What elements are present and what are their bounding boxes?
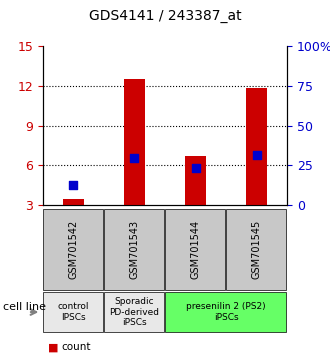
Text: Sporadic
PD-derived
iPSCs: Sporadic PD-derived iPSCs bbox=[110, 297, 159, 327]
Text: control
IPSCs: control IPSCs bbox=[58, 302, 89, 322]
Text: presenilin 2 (PS2)
iPSCs: presenilin 2 (PS2) iPSCs bbox=[186, 302, 266, 322]
Point bbox=[132, 155, 137, 161]
Point bbox=[193, 165, 198, 171]
Bar bbox=[246, 88, 267, 205]
Text: ■: ■ bbox=[48, 342, 58, 352]
Text: GSM701542: GSM701542 bbox=[68, 220, 79, 279]
Point bbox=[71, 182, 76, 188]
Bar bbox=[124, 79, 145, 205]
Point bbox=[254, 152, 259, 158]
Text: GSM701544: GSM701544 bbox=[190, 220, 201, 279]
Bar bbox=[185, 155, 206, 205]
Bar bbox=[63, 199, 84, 205]
Text: GSM701545: GSM701545 bbox=[251, 220, 262, 279]
Text: count: count bbox=[61, 342, 90, 352]
Text: GSM701543: GSM701543 bbox=[129, 220, 140, 279]
Text: GDS4141 / 243387_at: GDS4141 / 243387_at bbox=[89, 9, 241, 23]
Text: cell line: cell line bbox=[3, 302, 46, 312]
